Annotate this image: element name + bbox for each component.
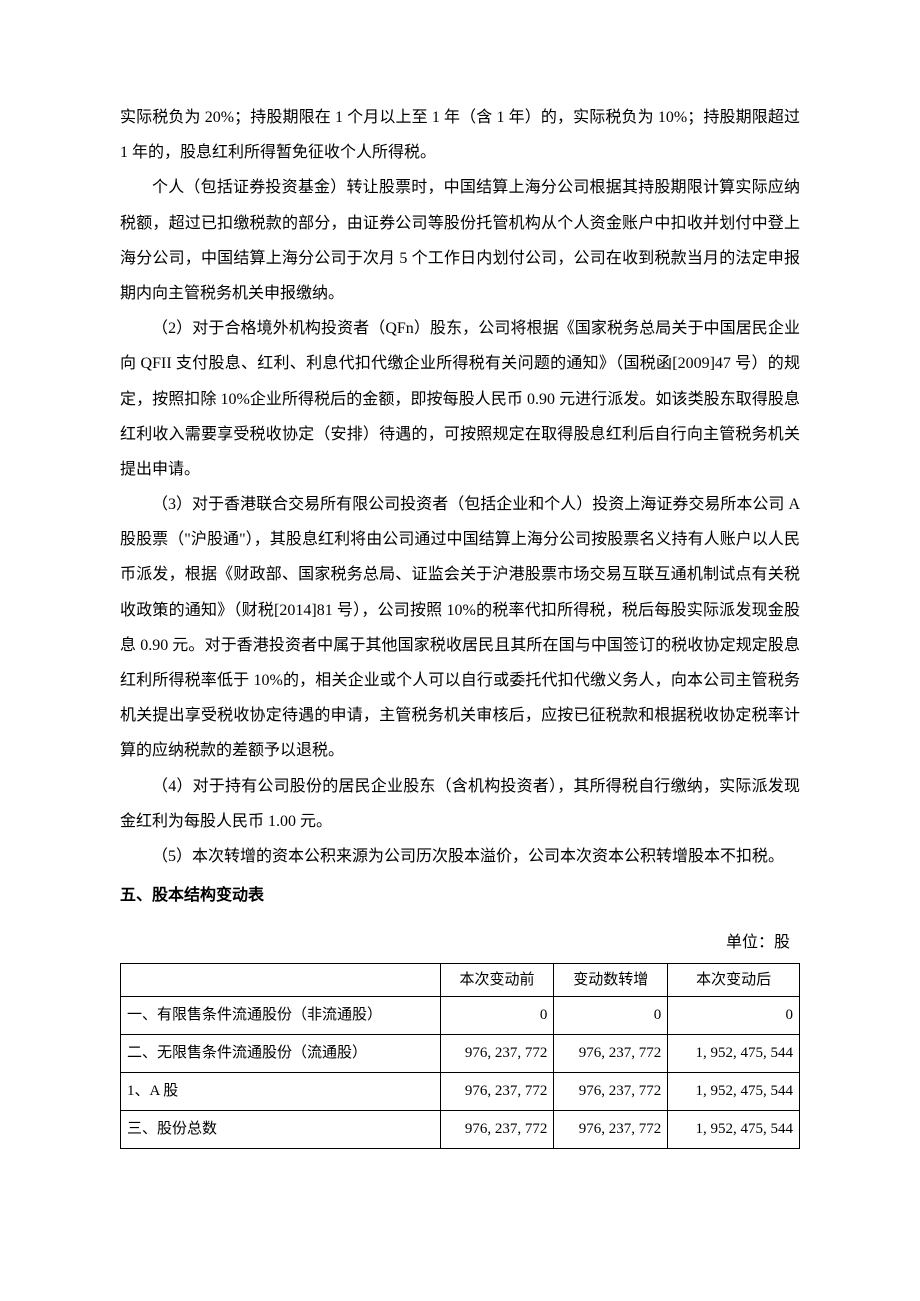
paragraph-3: （2）对于合格境外机构投资者（QFn）股东，公司将根据《国家税务总局关于中国居民…: [120, 311, 800, 487]
row-label: 一、有限售条件流通股份（非流通股）: [121, 996, 441, 1034]
row-label: 二、无限售条件流通股份（流通股）: [121, 1034, 441, 1072]
header-empty: [121, 963, 441, 996]
row-change: 976, 237, 772: [554, 1110, 668, 1148]
row-label: 三、股份总数: [121, 1110, 441, 1148]
row-before: 976, 237, 772: [440, 1034, 554, 1072]
header-before: 本次变动前: [440, 963, 554, 996]
row-label: 1、A 股: [121, 1072, 441, 1110]
paragraph-6: （5）本次转增的资本公积来源为公司历次股本溢价，公司本次资本公积转增股本不扣税。: [120, 839, 800, 874]
row-change: 0: [554, 996, 668, 1034]
paragraph-1: 实际税负为 20%；持股期限在 1 个月以上至 1 年（含 1 年）的，实际税负…: [120, 100, 800, 170]
row-change: 976, 237, 772: [554, 1034, 668, 1072]
header-change: 变动数转增: [554, 963, 668, 996]
table-unit-label: 单位：股: [120, 925, 800, 960]
header-after: 本次变动后: [668, 963, 800, 996]
paragraph-4: （3）对于香港联合交易所有限公司投资者（包括企业和个人）投资上海证券交易所本公司…: [120, 487, 800, 769]
row-before: 976, 237, 772: [440, 1110, 554, 1148]
paragraph-2: 个人（包括证券投资基金）转让股票时，中国结算上海分公司根据其持股期限计算实际应纳…: [120, 170, 800, 311]
row-after: 1, 952, 475, 544: [668, 1110, 800, 1148]
table-row: 三、股份总数 976, 237, 772 976, 237, 772 1, 95…: [121, 1110, 800, 1148]
row-change: 976, 237, 772: [554, 1072, 668, 1110]
share-structure-table: 本次变动前 变动数转增 本次变动后 一、有限售条件流通股份（非流通股） 0 0 …: [120, 963, 800, 1149]
table-row: 1、A 股 976, 237, 772 976, 237, 772 1, 952…: [121, 1072, 800, 1110]
table-header-row: 本次变动前 变动数转增 本次变动后: [121, 963, 800, 996]
row-after: 1, 952, 475, 544: [668, 1072, 800, 1110]
table-row: 二、无限售条件流通股份（流通股） 976, 237, 772 976, 237,…: [121, 1034, 800, 1072]
row-before: 976, 237, 772: [440, 1072, 554, 1110]
section-heading: 五、股本结构变动表: [120, 878, 800, 913]
paragraph-5: （4）对于持有公司股份的居民企业股东（含机构投资者），其所得税自行缴纳，实际派发…: [120, 769, 800, 839]
table-row: 一、有限售条件流通股份（非流通股） 0 0 0: [121, 996, 800, 1034]
row-before: 0: [440, 996, 554, 1034]
row-after: 0: [668, 996, 800, 1034]
row-after: 1, 952, 475, 544: [668, 1034, 800, 1072]
